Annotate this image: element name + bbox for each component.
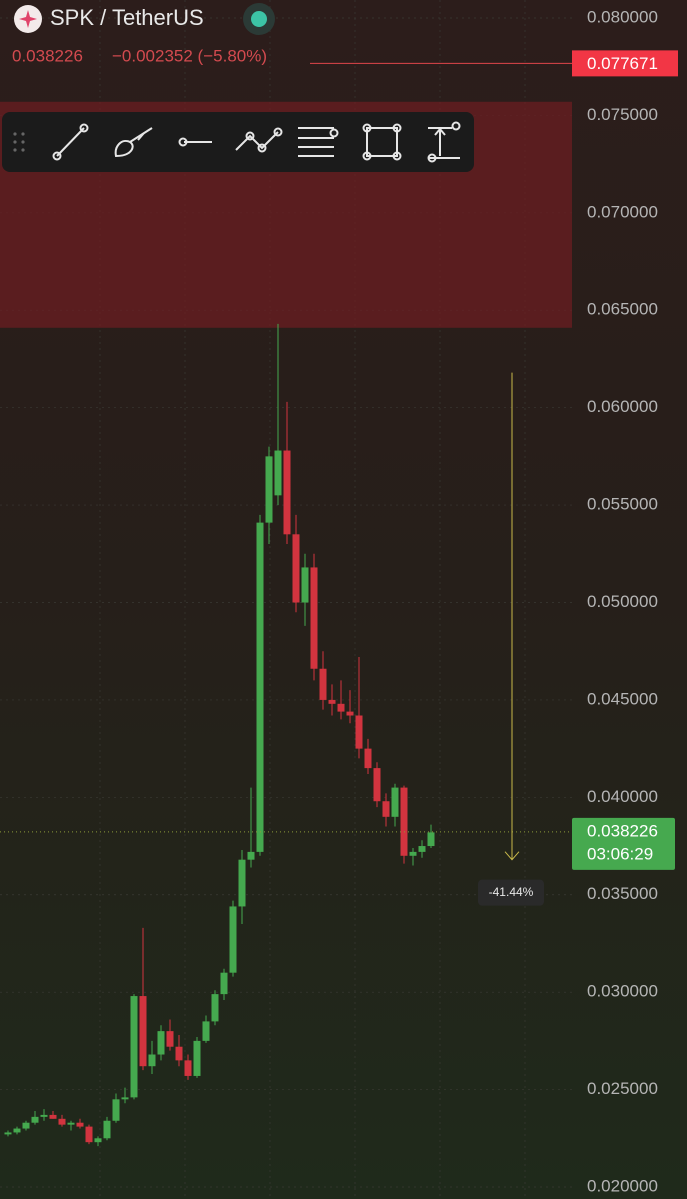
- candle-body: [130, 996, 138, 1098]
- candle-body: [427, 832, 435, 847]
- candle-body: [139, 996, 147, 1067]
- y-tick-label: 0.065000: [587, 300, 658, 319]
- candle-body: [346, 711, 354, 716]
- y-tick-label: 0.035000: [587, 884, 658, 903]
- y-tick-label: 0.050000: [587, 592, 658, 611]
- measure-label: -41.44%: [489, 885, 534, 899]
- coin-logo-star: [19, 10, 37, 28]
- candle-body: [76, 1122, 84, 1127]
- y-tick-label: 0.080000: [587, 7, 658, 26]
- horizontal-line-tool[interactable]: [178, 137, 213, 147]
- candle-body: [103, 1120, 111, 1139]
- y-tick-label: 0.040000: [587, 787, 658, 806]
- alert-tag: [572, 50, 678, 77]
- candle-body: [310, 567, 318, 669]
- candle-body: [58, 1118, 66, 1125]
- candle-body: [409, 851, 417, 856]
- candle-body: [49, 1114, 57, 1119]
- candle-body: [157, 1031, 165, 1055]
- price-change: −0.002352 (−5.80%): [112, 46, 267, 65]
- candle-body: [121, 1097, 129, 1100]
- measure-label-bg: [478, 879, 544, 906]
- candle-body: [301, 567, 309, 603]
- candle-body: [67, 1122, 75, 1125]
- candle-body: [355, 715, 363, 749]
- candle-body: [13, 1128, 21, 1133]
- candle-body: [337, 703, 345, 712]
- candle-body: [382, 801, 390, 817]
- candle-body: [238, 859, 246, 907]
- candle-body: [373, 768, 381, 802]
- candle-body: [112, 1099, 120, 1121]
- candle-body: [265, 456, 273, 523]
- y-tick-label: 0.030000: [587, 982, 658, 1001]
- measure-arrowhead: [504, 851, 520, 861]
- candle-body: [211, 994, 219, 1022]
- alert-price: 0.077671: [587, 54, 658, 73]
- candle-body: [94, 1138, 102, 1143]
- candle-body: [184, 1060, 192, 1076]
- candle-body: [319, 668, 327, 700]
- candle-body: [391, 787, 399, 817]
- drawing-toolbar: [2, 112, 474, 172]
- candle-body: [148, 1054, 156, 1067]
- measure-tool[interactable]: [427, 121, 461, 163]
- last-price: 0.038226: [12, 46, 83, 65]
- candle-body: [202, 1021, 210, 1041]
- candle-body: [283, 450, 291, 535]
- candle-body: [292, 534, 300, 603]
- last-price-tag-value: 0.038226: [587, 821, 658, 840]
- symbol[interactable]: SPK / TetherUS: [50, 5, 204, 30]
- trend-line-tool[interactable]: [52, 123, 89, 161]
- candle-body: [4, 1132, 12, 1135]
- rectangle-tool[interactable]: [362, 123, 402, 161]
- fib-tool[interactable]: [298, 127, 339, 157]
- y-tick-label: 0.055000: [587, 495, 658, 514]
- candle-body: [274, 450, 282, 496]
- countdown: 03:06:29: [587, 844, 653, 863]
- candle-body: [328, 699, 336, 704]
- y-tick-label: 0.070000: [587, 202, 658, 221]
- path-tool[interactable]: [235, 127, 283, 153]
- candle-body: [166, 1031, 174, 1047]
- candle-body: [229, 906, 237, 973]
- candle-body: [247, 851, 255, 860]
- y-tick-label: 0.045000: [587, 689, 658, 708]
- y-tick-label: 0.020000: [587, 1176, 658, 1195]
- candle-body: [418, 846, 426, 852]
- y-tick-label: 0.060000: [587, 397, 658, 416]
- candle-body: [40, 1114, 48, 1117]
- drag-handle[interactable]: [13, 132, 25, 152]
- candle-body: [364, 748, 372, 769]
- brush-tool[interactable]: [114, 127, 153, 158]
- candle-body: [220, 972, 228, 995]
- status-dot: [251, 11, 267, 27]
- last-price-tag: [572, 817, 675, 870]
- candle-body: [31, 1116, 39, 1123]
- y-tick-label: 0.025000: [587, 1079, 658, 1098]
- toolbar-bg: [2, 112, 474, 172]
- y-tick-label: 0.075000: [587, 105, 658, 124]
- candle-body: [175, 1046, 183, 1061]
- candle-body: [85, 1126, 93, 1143]
- candle-body: [22, 1122, 30, 1129]
- candle-body: [400, 787, 408, 856]
- candle-body: [193, 1040, 201, 1076]
- candle-body: [256, 522, 264, 852]
